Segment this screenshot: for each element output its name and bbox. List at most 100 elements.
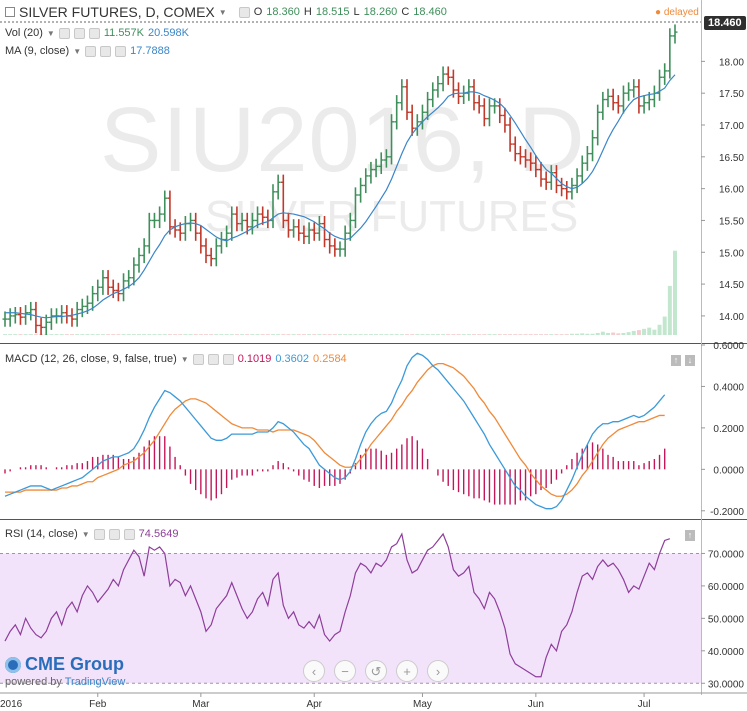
volume-bar	[513, 334, 518, 335]
symbol-title[interactable]: SILVER FUTURES, D, COMEX	[19, 4, 215, 20]
volume-bar	[374, 334, 379, 335]
volume-bar	[147, 334, 152, 335]
volume-bar	[23, 334, 28, 335]
volume-bar	[518, 334, 523, 335]
volume-bar	[348, 334, 353, 335]
volume-bar	[631, 330, 636, 335]
volume-bar	[559, 334, 564, 335]
volume-bar	[121, 334, 126, 335]
settings-icon[interactable]	[238, 6, 250, 18]
volume-bar	[183, 334, 188, 335]
cme-logo: CME Group	[5, 654, 124, 675]
macd-tick-label: 0.0000	[713, 465, 744, 476]
time-tick-label: Jun	[528, 699, 544, 710]
macd-pane-up-icon[interactable]: ↑	[671, 355, 681, 366]
volume-bar	[533, 334, 538, 335]
volume-bar	[250, 334, 255, 335]
vol-value-2: 20.598K	[148, 27, 189, 39]
volume-bar	[90, 334, 95, 335]
price-tick-label: 14.50	[719, 280, 744, 291]
macd-close-icon[interactable]	[222, 353, 234, 365]
volume-bar	[399, 334, 404, 335]
rsi-eye-icon[interactable]	[93, 528, 105, 540]
rsi-dropdown-icon[interactable]: ▼	[81, 529, 90, 539]
ma-dropdown-icon[interactable]: ▼	[73, 46, 82, 56]
vol-settings-icon[interactable]	[73, 27, 85, 39]
volume-bar	[286, 334, 291, 335]
tradingview-link[interactable]: TradingView	[64, 676, 126, 688]
ma-value: 17.7888	[130, 45, 170, 57]
vol-label: Vol (20)	[5, 27, 43, 39]
volume-bar	[497, 334, 502, 335]
rsi-pane-up-icon[interactable]: ↑	[685, 530, 695, 541]
volume-bar	[647, 327, 652, 335]
volume-bar	[3, 334, 7, 335]
ma-eye-icon[interactable]	[85, 45, 97, 57]
volume-bar	[430, 334, 435, 335]
volume-bar	[240, 334, 245, 335]
low-value: 18.260	[363, 6, 398, 18]
volume-bar	[590, 333, 595, 335]
high-value: 18.515	[315, 6, 350, 18]
macd-settings-icon[interactable]	[207, 353, 219, 365]
volume-bar	[80, 334, 85, 335]
volume-bar	[70, 334, 74, 335]
volume-bar	[219, 334, 224, 335]
volume-bar	[569, 333, 574, 335]
time-tick-label: Mar	[192, 699, 210, 710]
volume-bar	[441, 334, 446, 335]
symbol-dropdown-icon[interactable]: ▼	[218, 7, 227, 17]
volume-bar	[64, 334, 69, 335]
volume-bar	[59, 334, 64, 335]
volume-bar	[564, 334, 569, 335]
collapse-icon[interactable]	[5, 7, 15, 17]
volume-bar	[523, 334, 528, 335]
volume-bar	[281, 334, 286, 335]
rsi-legend: RSI (14, close) ▼ 74.5649	[5, 528, 178, 540]
zoom-out-button[interactable]: −	[334, 660, 356, 682]
volume-bar	[415, 334, 420, 335]
ma-legend: MA (9, close) ▼ 17.7888	[5, 45, 170, 57]
volume-bar	[410, 334, 415, 335]
volume-bar	[322, 334, 327, 335]
volume-bar	[508, 334, 513, 335]
volume-bar	[28, 334, 33, 335]
ma-close-icon[interactable]	[115, 45, 127, 57]
volume-bar	[477, 334, 482, 335]
volume-bar	[611, 332, 616, 335]
volume-bar	[652, 329, 657, 335]
macd-line	[4, 352, 666, 510]
scroll-back-button[interactable]: ‹	[303, 660, 325, 682]
rsi-settings-icon[interactable]	[108, 528, 120, 540]
volume-bar	[482, 334, 487, 335]
delayed-badge: ● delayed	[655, 7, 699, 18]
scroll-forward-button[interactable]: ›	[427, 660, 449, 682]
volume-bar	[636, 330, 641, 335]
volume-bar	[461, 334, 466, 335]
volume-bar	[405, 334, 409, 335]
reset-zoom-button[interactable]: ↺	[365, 660, 387, 682]
volume-bar	[595, 332, 600, 335]
time-tick-label: Apr	[306, 699, 322, 710]
ma-line	[5, 74, 676, 319]
volume-bar	[255, 334, 260, 335]
macd-label: MACD (12, 26, close, 9, false, true)	[5, 353, 177, 365]
macd-eye-icon[interactable]	[192, 353, 204, 365]
volume-bar	[338, 334, 342, 335]
volume-bar	[472, 334, 476, 335]
volume-bar	[245, 334, 250, 335]
vol-close-icon[interactable]	[88, 27, 100, 39]
macd-pane-down-icon[interactable]: ↓	[685, 355, 695, 366]
zoom-in-button[interactable]: +	[396, 660, 418, 682]
time-tick-label: 2016	[0, 699, 23, 710]
ma-settings-icon[interactable]	[100, 45, 112, 57]
low-label: L	[353, 6, 360, 18]
rsi-close-icon[interactable]	[123, 528, 135, 540]
macd-dropdown-icon[interactable]: ▼	[180, 354, 189, 364]
volume-bar	[260, 334, 265, 335]
volume-bar	[162, 334, 167, 335]
volume-bar	[528, 334, 533, 335]
vol-eye-icon[interactable]	[58, 27, 70, 39]
close-value: 18.460	[413, 6, 447, 18]
vol-dropdown-icon[interactable]: ▼	[46, 28, 55, 38]
